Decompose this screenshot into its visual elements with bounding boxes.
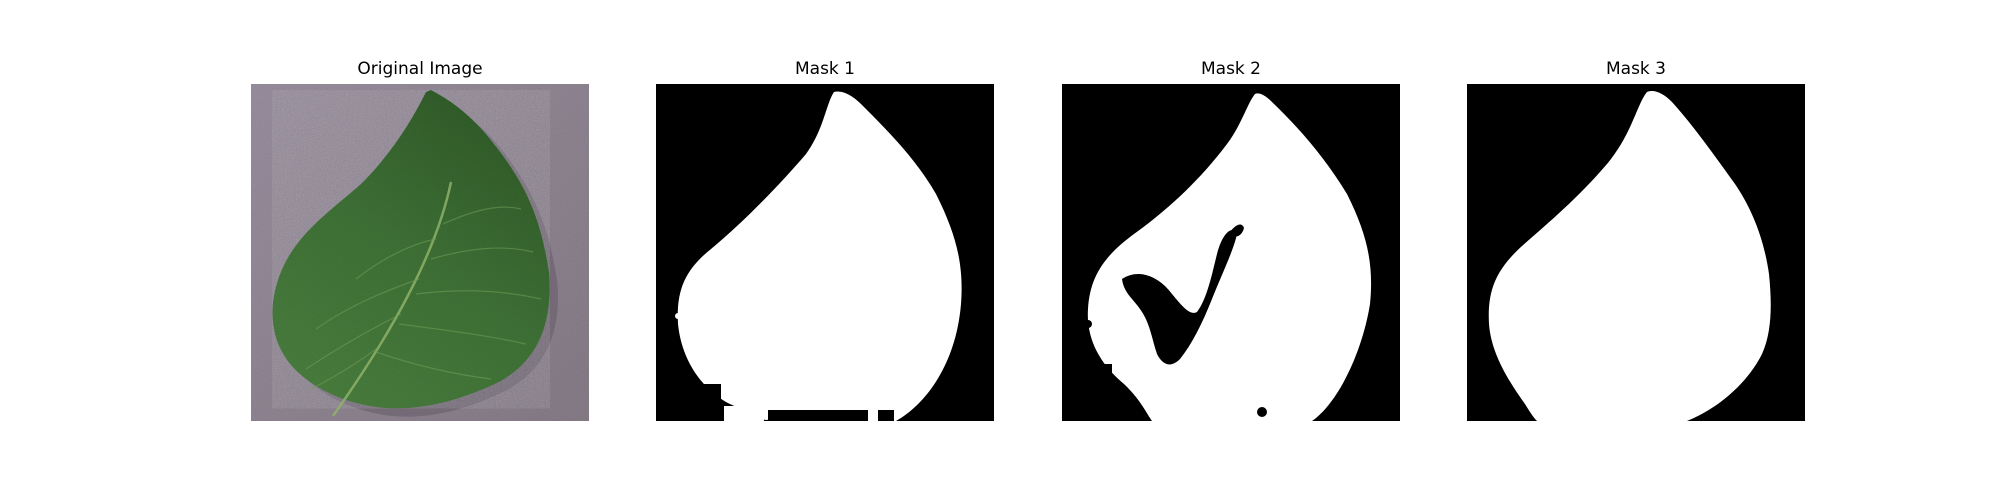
mask-2-image <box>1062 84 1400 421</box>
mask-3-title: Mask 3 <box>1605 59 1666 79</box>
mask-3-panel <box>1467 84 1805 421</box>
mask-1-title: Mask 1 <box>794 59 855 79</box>
mask-1-image <box>656 84 994 421</box>
original-image-title: Original Image <box>357 59 483 79</box>
original-image-panel <box>251 84 589 421</box>
mask-2-panel <box>1062 84 1400 421</box>
mask-3-image <box>1467 84 1805 421</box>
leaf-photo <box>251 84 589 421</box>
mask-1-panel <box>656 84 994 421</box>
mask-2-title: Mask 2 <box>1200 59 1261 79</box>
